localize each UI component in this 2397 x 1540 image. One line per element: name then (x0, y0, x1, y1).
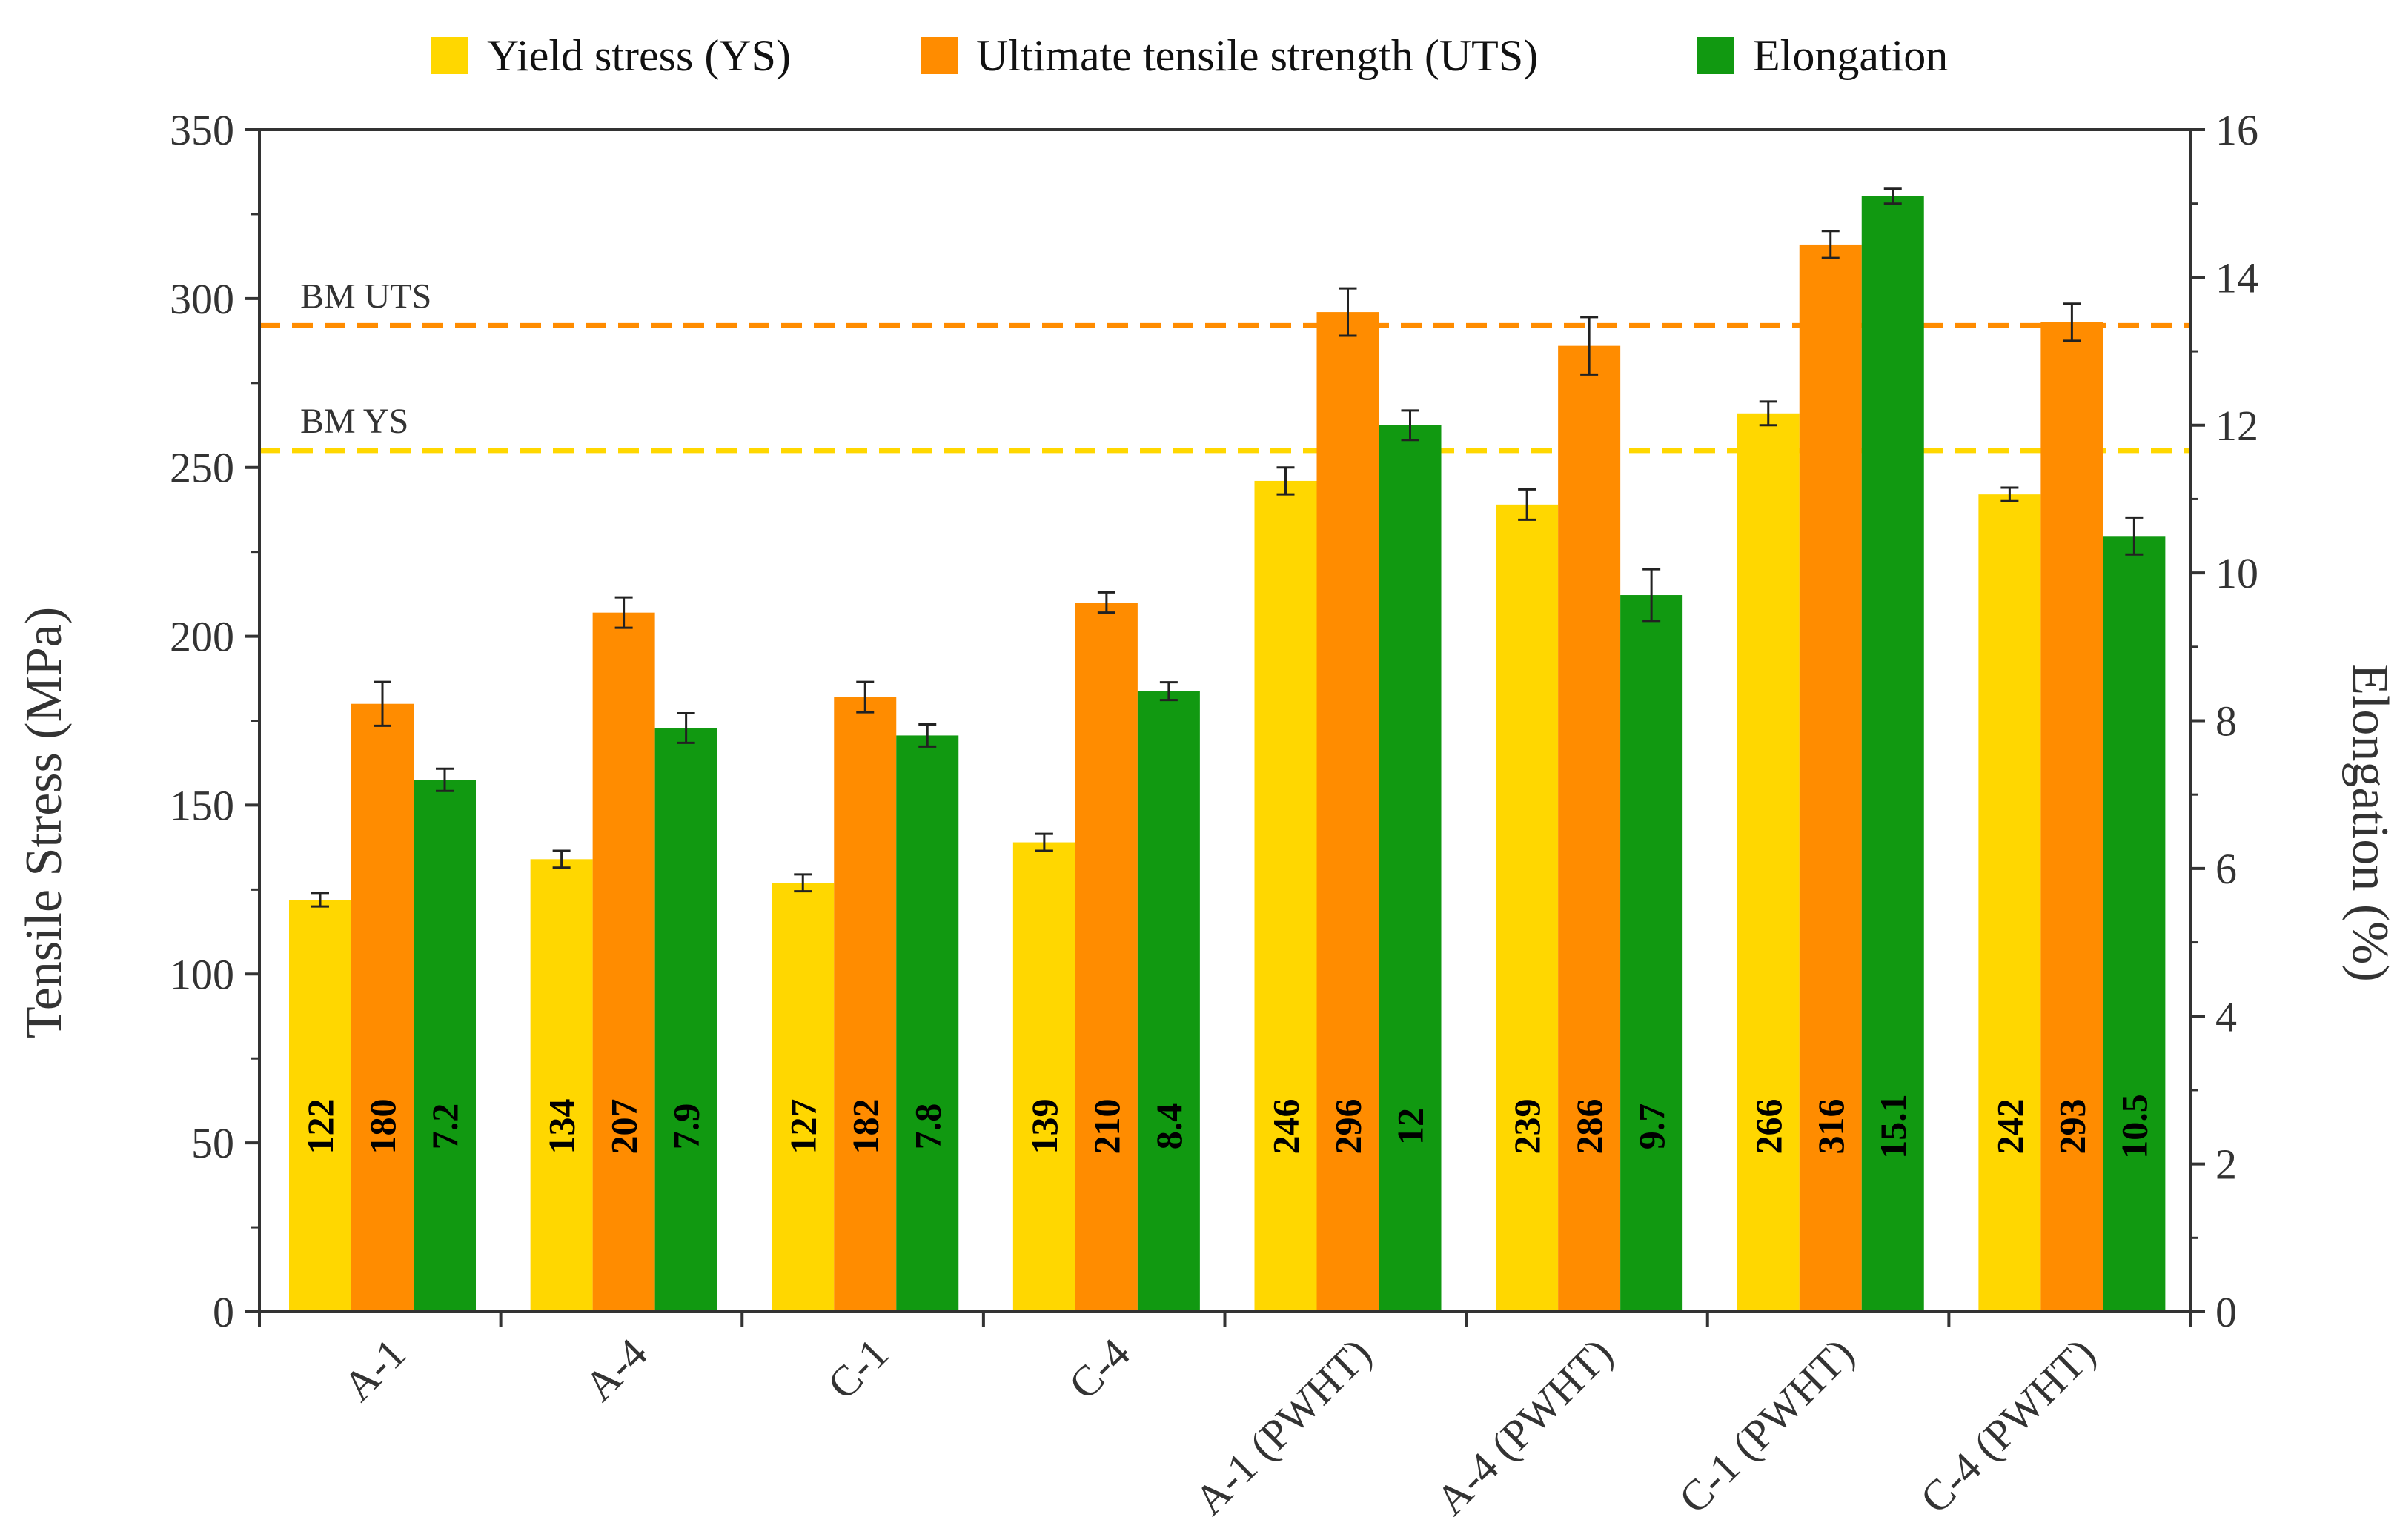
bar-value-label: 266 (1748, 1099, 1789, 1155)
y2-tick-label: 2 (2215, 1141, 2237, 1189)
legend-swatch (921, 37, 958, 74)
bar-value-label: 10.5 (2113, 1094, 2155, 1159)
bar-value-label: 316 (1810, 1099, 1851, 1155)
bar (1799, 244, 1862, 1312)
bar-value-label: 15.1 (1872, 1094, 1914, 1159)
y2-axis-title: Elongation (%) (2341, 663, 2397, 982)
bar (1379, 425, 1442, 1312)
x-tick-label: C-1 (PWHT) (1670, 1329, 1863, 1522)
bar-value-label: 210 (1086, 1099, 1127, 1155)
bar-value-label: 182 (844, 1099, 886, 1155)
bar (1496, 504, 1559, 1312)
bar (1861, 196, 1924, 1312)
bar (1075, 603, 1138, 1312)
bar (772, 883, 835, 1312)
y2-tick-label: 4 (2215, 992, 2237, 1041)
bar-value-label: 12 (1390, 1108, 1431, 1145)
bar-value-label: 139 (1024, 1099, 1065, 1155)
bar (414, 780, 476, 1312)
bar-value-label: 7.9 (666, 1103, 707, 1150)
y-tick-label: 100 (170, 950, 234, 998)
x-tick-label: A-4 (575, 1329, 657, 1410)
bar-value-label: 293 (2051, 1099, 2092, 1155)
y-tick-label: 150 (170, 781, 234, 829)
bar (2103, 536, 2166, 1312)
y2-tick-label: 12 (2215, 402, 2258, 450)
legend: Yield stress (YS) Ultimate tensile streng… (431, 31, 1948, 80)
bar-value-label: 127 (782, 1099, 823, 1155)
bar (530, 859, 593, 1312)
legend-item-label: Yield stress (YS) (487, 31, 791, 80)
bar-value-label: 286 (1568, 1099, 1610, 1155)
bar (1012, 842, 1075, 1312)
x-tick-label: A-1 (PWHT) (1185, 1329, 1381, 1524)
bar (1737, 413, 1800, 1312)
reference-line-label: BM YS (300, 402, 408, 441)
y2-tick-label: 6 (2215, 845, 2237, 893)
y-axis-title: Tensile Stress (MPa) (16, 607, 73, 1038)
bar (351, 703, 414, 1312)
bar-value-label: 7.2 (424, 1103, 465, 1150)
bar-value-label: 7.8 (906, 1103, 948, 1150)
bar-value-label: 134 (541, 1099, 583, 1155)
y2-tick-label: 0 (2215, 1288, 2237, 1336)
bar-value-label: 9.7 (1631, 1103, 1672, 1150)
x-tick-label: A-4 (PWHT) (1427, 1329, 1622, 1524)
reference-line-label: BM UTS (300, 276, 431, 316)
bar-value-label: 246 (1265, 1099, 1307, 1155)
bar (834, 697, 897, 1312)
bar (1137, 691, 1200, 1312)
y-tick-label: 200 (170, 613, 234, 661)
x-tick-label: C-1 (818, 1329, 898, 1408)
bar-value-label: 239 (1506, 1099, 1548, 1155)
y-tick-label: 300 (170, 275, 234, 323)
legend-item-label: Ultimate tensile strength (UTS) (976, 31, 1538, 80)
error-bars (311, 187, 2144, 908)
bars (289, 196, 2166, 1312)
bar-value-label: 180 (362, 1099, 403, 1155)
bar (654, 728, 717, 1312)
y2-tick-label: 16 (2215, 106, 2258, 154)
y2-tick-label: 10 (2215, 549, 2258, 597)
x-tick-label: A-1 (334, 1329, 415, 1410)
x-tick-label: C-4 (1059, 1329, 1138, 1408)
x-tick-label: C-4 (PWHT) (1911, 1329, 2104, 1522)
bar-labels: 122 134 127 139 246 239 266 242 180 207 182 210 296 2… (299, 1094, 2155, 1159)
legend-item-label: Elongation (1753, 31, 1948, 80)
legend-swatch (1697, 37, 1734, 74)
bar (2040, 322, 2103, 1312)
y-tick-label: 250 (170, 444, 234, 492)
y-tick-label: 50 (191, 1119, 234, 1167)
y-tick-label: 0 (213, 1288, 234, 1336)
bar-value-label: 296 (1327, 1099, 1369, 1155)
y2-tick-label: 8 (2215, 697, 2237, 746)
y2-tick-label: 14 (2215, 253, 2258, 302)
bar (1558, 345, 1621, 1312)
bar-value-label: 8.4 (1148, 1103, 1190, 1150)
bar (592, 612, 655, 1312)
bar-value-label: 207 (603, 1099, 645, 1155)
y-tick-label: 350 (170, 106, 234, 154)
legend-swatch (431, 37, 468, 74)
bar (896, 735, 959, 1312)
bar (1254, 480, 1317, 1312)
bar (289, 900, 351, 1312)
bar (1978, 494, 2041, 1312)
bar-value-label: 122 (299, 1099, 341, 1155)
bar (1620, 595, 1683, 1312)
bar-value-label: 242 (1989, 1099, 2030, 1155)
bar (1316, 312, 1379, 1312)
